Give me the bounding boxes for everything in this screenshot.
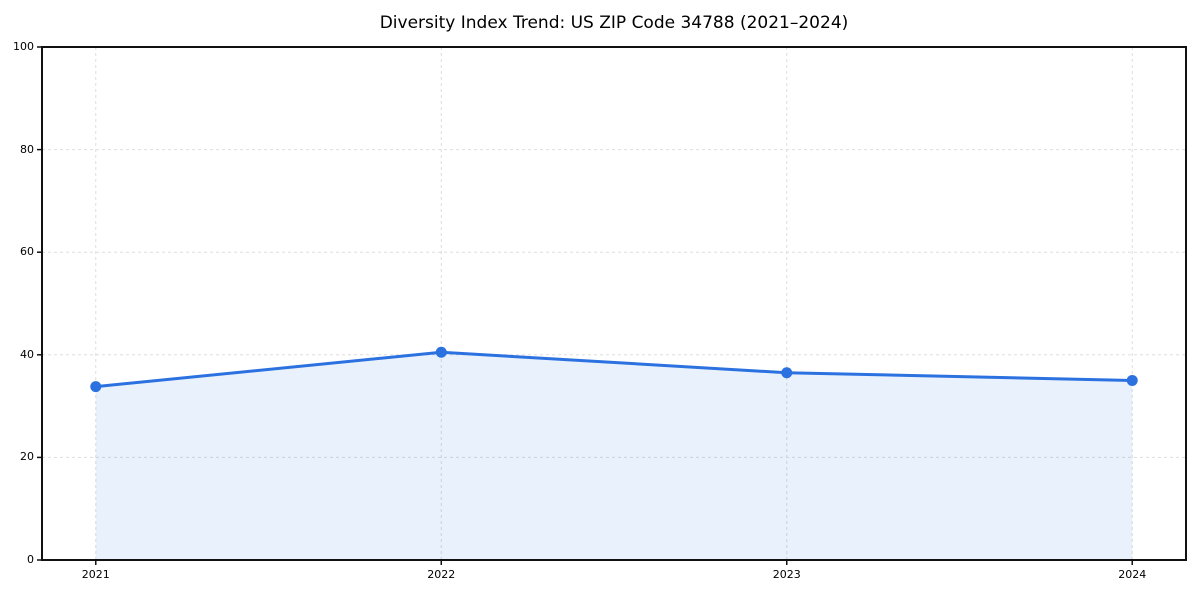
y-tick-label: 100 — [13, 40, 34, 53]
y-tick-label: 80 — [20, 142, 34, 156]
data-point-marker — [781, 367, 793, 379]
chart-title: Diversity Index Trend: US ZIP Code 34788… — [379, 13, 849, 33]
data-point-marker — [90, 381, 102, 393]
x-tick-label: 2024 — [1118, 568, 1147, 581]
plot-background — [42, 47, 1186, 560]
x-tick-label: 2021 — [81, 568, 110, 581]
axes-frame — [41, 46, 1187, 561]
y-tick-label: 0 — [27, 553, 34, 566]
x-tick-label: 2023 — [772, 568, 801, 581]
y-tick-label: 40 — [20, 347, 34, 361]
y-tick-label: 20 — [20, 450, 34, 464]
y-tick-label: 60 — [20, 245, 34, 259]
series-line — [94, 350, 1134, 389]
area-fill — [95, 352, 1133, 560]
x-tick-label: 2022 — [427, 568, 456, 581]
data-point-marker — [435, 346, 447, 358]
data-point-marker — [1126, 374, 1138, 386]
